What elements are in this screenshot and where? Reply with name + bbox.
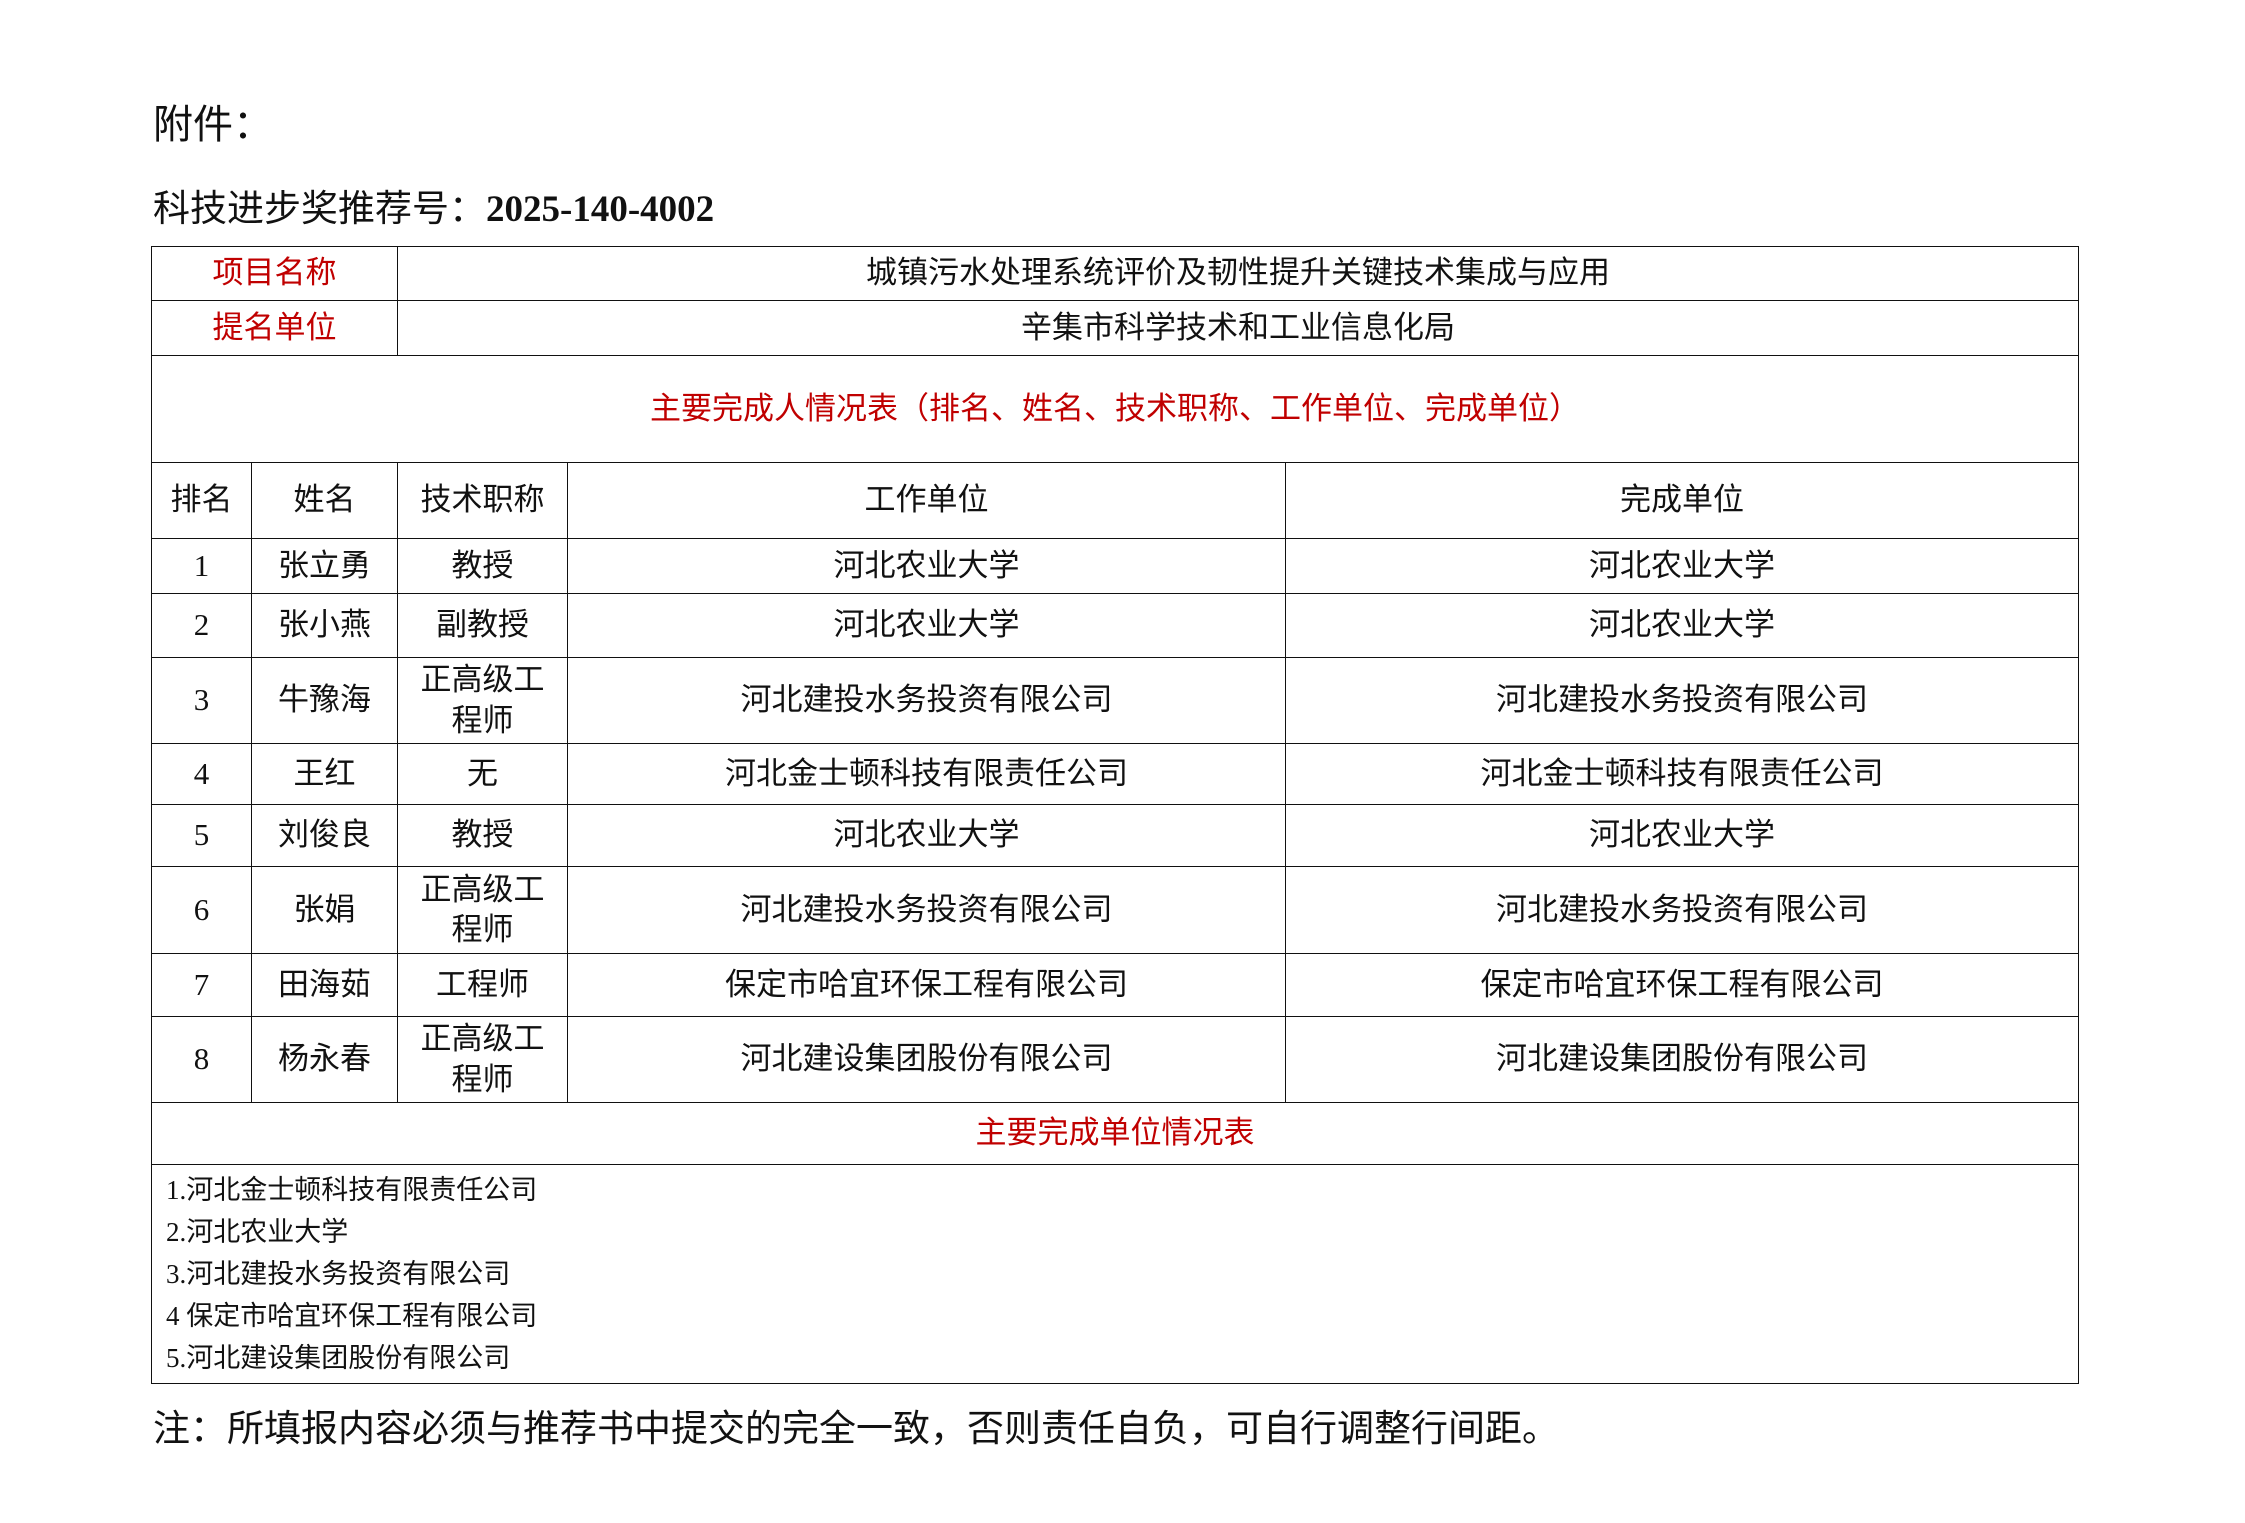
completion-unit-cell: 河北建设集团股份有限公司 bbox=[1284, 1016, 2080, 1103]
table-row: 7 田海茹 工程师 保定市哈宜环保工程有限公司 保定市哈宜环保工程有限公司 bbox=[151, 953, 2080, 1017]
nominator-label: 提名单位 bbox=[151, 300, 398, 356]
nomination-table: 项目名称 城镇污水处理系统评价及韧性提升关键技术集成与应用 提名单位 辛集市科学… bbox=[150, 246, 2080, 1384]
name-cell: 田海茹 bbox=[251, 953, 398, 1017]
title-cell: 教授 bbox=[397, 804, 568, 867]
col-completion-unit-header: 完成单位 bbox=[1284, 462, 2080, 539]
col-rank-header: 排名 bbox=[151, 462, 252, 539]
work-unit-cell: 河北农业大学 bbox=[567, 538, 1286, 594]
work-unit-cell: 河北建投水务投资有限公司 bbox=[567, 657, 1286, 744]
title-cell: 无 bbox=[397, 743, 568, 805]
work-unit-cell: 河北金士顿科技有限责任公司 bbox=[567, 743, 1286, 805]
table-row: 4 王红无河北金士顿科技有限责任公司 河北金士顿科技有限责任公司 bbox=[151, 743, 2080, 805]
work-unit-cell: 河北建设集团股份有限公司 bbox=[567, 1016, 1286, 1103]
unit-list-item: 5.河北建设集团股份有限公司 bbox=[166, 1343, 511, 1373]
title-cell: 副教授 bbox=[397, 593, 568, 658]
table-row: 1 张立勇 教授 河北农业大学 河北农业大学 bbox=[151, 538, 2080, 594]
completion-unit-cell: 河北农业大学 bbox=[1284, 804, 2080, 867]
name-cell: 杨永春 bbox=[251, 1016, 398, 1103]
people-table-title: 主要完成人情况表（排名、姓名、技术职称、工作单位、完成单位） bbox=[150, 355, 2080, 463]
rank-cell: 2 bbox=[151, 593, 252, 658]
units-table-title: 主要完成单位情况表 bbox=[150, 1102, 2080, 1165]
name-cell: 刘俊良 bbox=[251, 804, 398, 867]
table-row: 3 牛豫海 正高级工程师 河北建投水务投资有限公司 河北建投水务投资有限公司 bbox=[151, 657, 2080, 744]
table-row: 2 张小燕 副教授 河北农业大学 河北农业大学 bbox=[151, 593, 2080, 658]
unit-list-item: 1.河北金士顿科技有限责任公司 bbox=[166, 1175, 538, 1205]
completion-unit-cell: 保定市哈宜环保工程有限公司 bbox=[1284, 953, 2080, 1017]
rank-cell: 3 bbox=[151, 657, 252, 744]
attachment-label: 附件： bbox=[153, 102, 273, 148]
rank-cell: 7 bbox=[151, 953, 252, 1017]
name-cell: 张立勇 bbox=[251, 538, 398, 594]
completion-unit-cell: 河北农业大学 bbox=[1284, 593, 2080, 658]
table-row: 5 刘俊良 教授 河北农业大学 河北农业大学 bbox=[151, 804, 2080, 867]
people-header-row: 排名 姓名 技术职称 工作单位 完成单位 bbox=[151, 462, 2080, 539]
completion-unit-cell: 河北金士顿科技有限责任公司 bbox=[1284, 743, 2080, 805]
table-row: 6 张娟 正高级工程师 河北建投水务投资有限公司 河北建投水务投资有限公司 bbox=[151, 866, 2080, 954]
title-cell: 正高级工程师 bbox=[397, 657, 568, 744]
award-number: 2025-140-4002 bbox=[486, 189, 715, 230]
title-cell: 工程师 bbox=[397, 953, 568, 1017]
rank-cell: 5 bbox=[151, 804, 252, 867]
project-name-value: 城镇污水处理系统评价及韧性提升关键技术集成与应用 bbox=[396, 246, 2080, 301]
people-table-title-row: 主要完成人情况表（排名、姓名、技术职称、工作单位、完成单位） bbox=[150, 355, 2080, 463]
completion-unit-cell: 河北建投水务投资有限公司 bbox=[1284, 657, 2080, 744]
work-unit-cell: 河北建投水务投资有限公司 bbox=[567, 866, 1286, 954]
name-cell: 张小燕 bbox=[251, 593, 398, 658]
name-cell: 张娟 bbox=[251, 866, 398, 954]
name-cell: 牛豫海 bbox=[251, 657, 398, 744]
work-unit-cell: 保定市哈宜环保工程有限公司 bbox=[567, 953, 1286, 1017]
rank-cell: 6 bbox=[151, 866, 252, 954]
project-name-label: 项目名称 bbox=[151, 246, 398, 301]
rank-cell: 4 bbox=[151, 743, 252, 805]
award-label: 科技进步奖推荐号： bbox=[153, 189, 486, 230]
units-list: 1.河北金士顿科技有限责任公司 2.河北农业大学 3.河北建投水务投资有限公司 4 保… bbox=[150, 1164, 2080, 1384]
footnote: 注：所填报内容必须与推荐书中提交的完全一致，否则责任自负，可自行调整行间距。 bbox=[153, 1407, 1559, 1450]
unit-list-item: 2.河北农业大学 bbox=[166, 1217, 349, 1247]
title-cell: 正高级工程师 bbox=[397, 866, 568, 954]
work-unit-cell: 河北农业大学 bbox=[567, 593, 1286, 658]
nominator-value: 辛集市科学技术和工业信息化局 bbox=[396, 300, 2080, 356]
units-table-title-row: 主要完成单位情况表 bbox=[150, 1102, 2080, 1165]
units-list-row: 1.河北金士顿科技有限责任公司 2.河北农业大学 3.河北建投水务投资有限公司 4 保… bbox=[150, 1164, 2080, 1384]
col-title-header: 技术职称 bbox=[397, 462, 568, 539]
name-cell: 王红 bbox=[251, 743, 398, 805]
nominator-row: 提名单位 辛集市科学技术和工业信息化局 bbox=[151, 300, 2080, 356]
table-row: 8 杨永春 正高级工程师 河北建设集团股份有限公司 河北建设集团股份有限公司 bbox=[151, 1016, 2080, 1103]
rank-cell: 1 bbox=[151, 538, 252, 594]
award-number-line: 科技进步奖推荐号：2025-140-4002 bbox=[153, 178, 714, 232]
completion-unit-cell: 河北建投水务投资有限公司 bbox=[1284, 866, 2080, 954]
completion-unit-cell: 河北农业大学 bbox=[1284, 538, 2080, 594]
col-work-unit-header: 工作单位 bbox=[567, 462, 1286, 539]
unit-list-item: 4 保定市哈宜环保工程有限公司 bbox=[166, 1301, 538, 1331]
unit-list-item: 3.河北建投水务投资有限公司 bbox=[166, 1259, 511, 1289]
project-name-row: 项目名称 城镇污水处理系统评价及韧性提升关键技术集成与应用 bbox=[151, 246, 2080, 301]
rank-cell: 8 bbox=[151, 1016, 252, 1103]
col-name-header: 姓名 bbox=[251, 462, 398, 539]
title-cell: 正高级工程师 bbox=[397, 1016, 568, 1103]
title-cell: 教授 bbox=[397, 538, 568, 594]
work-unit-cell: 河北农业大学 bbox=[567, 804, 1286, 867]
